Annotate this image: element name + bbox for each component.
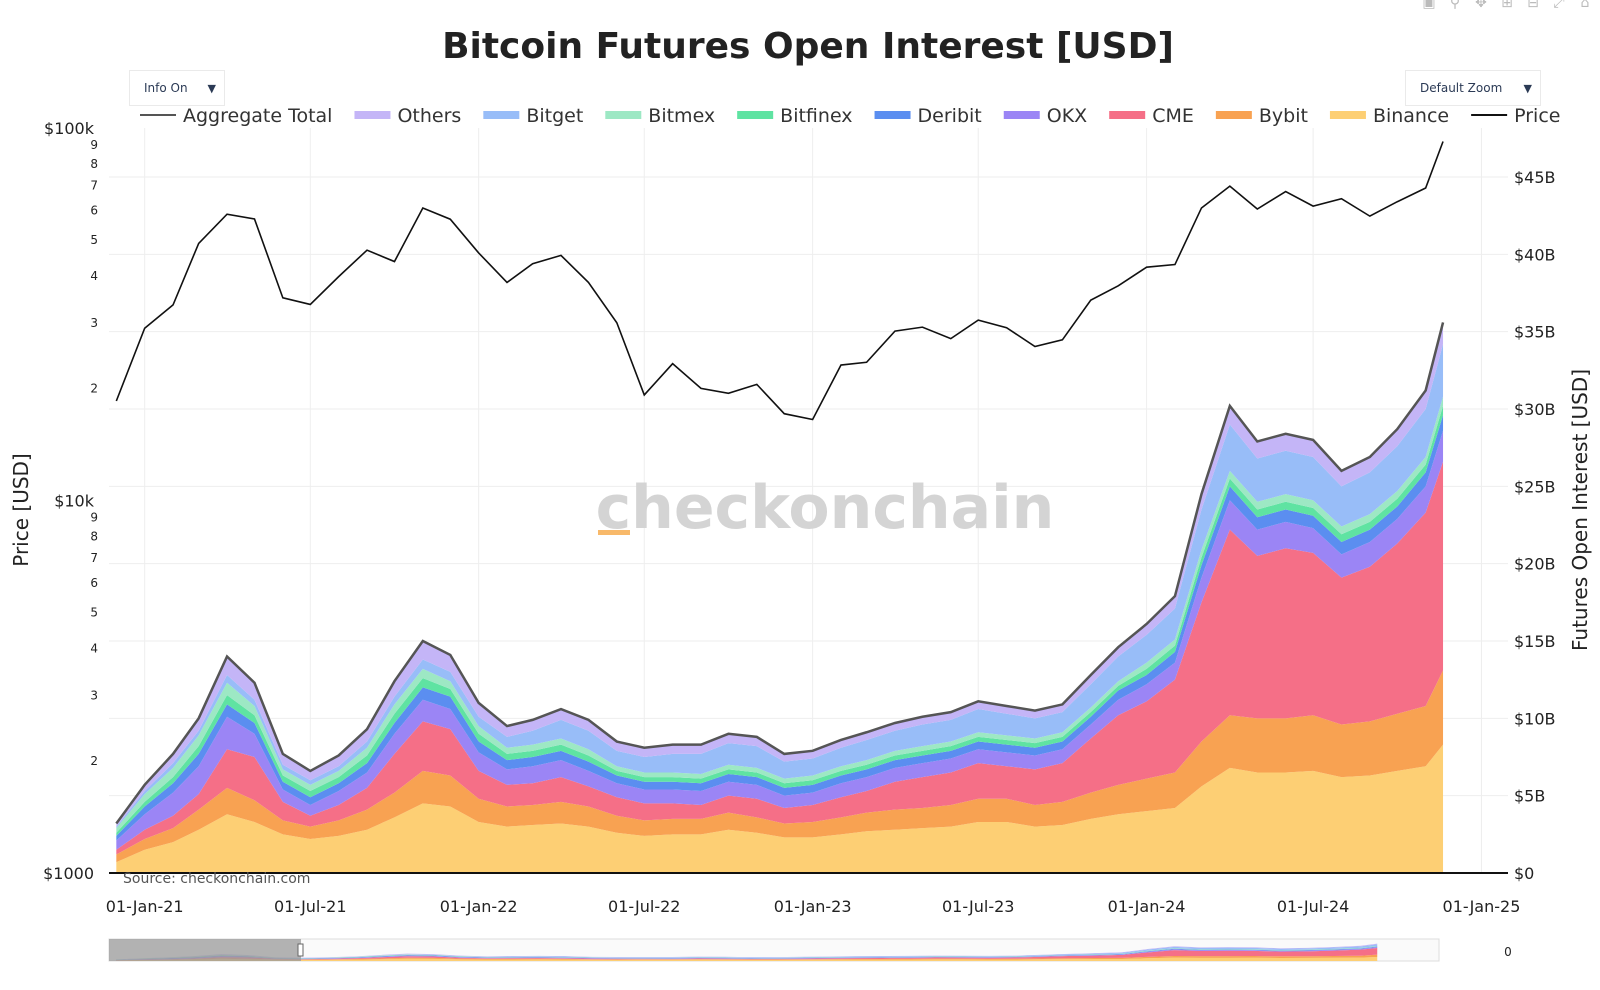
y-left-minor-tick-label: 5 — [90, 606, 98, 620]
y-right-label: Futures Open Interest [USD] — [1568, 369, 1592, 651]
legend-swatch — [1109, 111, 1146, 119]
legend-swatch — [1329, 111, 1366, 119]
y-right-tick-label: $10B — [1514, 709, 1556, 728]
caret-down-icon: ▼ — [1523, 81, 1532, 95]
stacked-areas — [116, 322, 1444, 873]
y-left-minor-tick-label: 4 — [90, 269, 98, 283]
area-cme — [116, 461, 1444, 855]
range-slider-area — [115, 956, 1378, 961]
y-left-minor-tick-label: 3 — [90, 688, 98, 702]
zoom-icon[interactable]: ⚲ — [1449, 0, 1461, 11]
y-right-tick-label: $30B — [1514, 400, 1556, 419]
x-tick-label: 01-Jul-21 — [274, 897, 346, 916]
watermark: checkonchain — [596, 473, 1055, 543]
x-tick-label: 01-Jan-22 — [440, 897, 518, 916]
legend-item: Bitfinex — [780, 105, 852, 127]
range-slider-mask — [109, 939, 301, 961]
legend-item: Binance — [1373, 105, 1449, 127]
range-slider[interactable]: 0 — [108, 938, 1512, 962]
y-left-tick-label: $100k — [44, 119, 95, 138]
range-slider-area — [115, 954, 1378, 961]
x-axis: 01-Jan-21 01-Jul-21 01-Jan-22 01-Jul-22 01-J… — [106, 897, 1521, 916]
source-note: Source: checkonchain.com — [123, 871, 310, 887]
x-tick-label: 01-Jan-23 — [774, 897, 852, 916]
legend-item: Bitmex — [648, 105, 715, 127]
legend-swatch — [1003, 111, 1040, 119]
y-right-tick-label: $5B — [1514, 787, 1545, 806]
y-left-minor-tick-label: 5 — [90, 233, 98, 247]
legend: Aggregate Total Others Bitget Bitmex Bitfine… — [140, 105, 1560, 127]
x-tick-label: 01-Jul-22 — [608, 897, 680, 916]
zoom-dropdown-label: Default Zoom — [1420, 81, 1503, 95]
home-icon[interactable]: ⌂ — [1580, 0, 1590, 11]
range-slider-area — [115, 947, 1378, 961]
modebar: ▣ ⚲ ✥ ⊞ ⊟ ⤢ ⌂ — [1420, 0, 1594, 10]
legend-swatch — [1215, 111, 1252, 119]
y-left-minor-tick-label: 7 — [90, 179, 98, 193]
y-axis-left: $1000 $10k $100k 2 3 4 5 6 7 8 9 2 3 4 5 6 7 8 9 — [43, 119, 98, 883]
y-right-tick-label: $0 — [1514, 864, 1534, 883]
chart-title: Bitcoin Futures Open Interest [USD] — [442, 26, 1174, 67]
info-dropdown[interactable]: Info On ▼ — [129, 70, 225, 106]
legend-item: Bybit — [1259, 105, 1308, 127]
legend-swatch — [354, 111, 391, 119]
y-axis-right: $0 $5B $10B $15B $20B $25B $30B $35B $40B $45B — [1514, 168, 1556, 883]
x-tick-label: 01-Jan-25 — [1443, 897, 1521, 916]
y-left-minor-tick-label: 2 — [90, 381, 98, 395]
watermark-underscore — [598, 530, 630, 535]
legend-item: CME — [1152, 105, 1194, 127]
range-slider-preview — [115, 943, 1378, 961]
x-tick-label: 01-Jul-23 — [942, 897, 1014, 916]
y-right-tick-label: $20B — [1514, 555, 1556, 574]
y-right-tick-label: $25B — [1514, 477, 1556, 496]
info-dropdown-label: Info On — [144, 81, 188, 95]
y-left-tick-label: $1000 — [43, 864, 94, 883]
x-tick-label: 01-Jan-21 — [106, 897, 184, 916]
legend-swatch — [874, 111, 911, 119]
zoom-dropdown[interactable]: Default Zoom ▼ — [1405, 70, 1541, 106]
legend-item: Price — [1514, 105, 1560, 127]
legend-item: Deribit — [918, 105, 982, 127]
y-left-minor-tick-label: 3 — [90, 316, 98, 330]
legend-item: OKX — [1047, 105, 1087, 127]
y-right-tick-label: $45B — [1514, 168, 1556, 187]
range-slider-label: 0 — [1504, 945, 1512, 959]
y-left-label: Price [USD] — [9, 453, 33, 567]
legend-item: Others — [397, 105, 461, 127]
legend-swatch — [605, 111, 642, 119]
y-left-minor-tick-label: 2 — [90, 754, 98, 768]
caret-down-icon: ▼ — [207, 81, 216, 95]
autoscale-icon[interactable]: ⤢ — [1553, 0, 1565, 11]
legend-item: Aggregate Total — [183, 105, 332, 127]
x-tick-label: 01-Jul-24 — [1277, 897, 1349, 916]
pan-icon[interactable]: ✥ — [1475, 0, 1487, 11]
y-left-minor-tick-label: 7 — [90, 551, 98, 565]
y-left-minor-tick-label: 6 — [90, 576, 98, 590]
x-tick-label: 01-Jan-24 — [1108, 897, 1186, 916]
y-right-tick-label: $35B — [1514, 323, 1556, 342]
y-left-minor-tick-label: 9 — [90, 138, 98, 152]
legend-item: Bitget — [526, 105, 583, 127]
camera-icon[interactable]: ▣ — [1422, 0, 1436, 11]
y-left-minor-tick-label: 4 — [90, 642, 98, 656]
y-left-minor-tick-label: 8 — [90, 530, 98, 544]
zoom-out-icon[interactable]: ⊟ — [1527, 0, 1539, 11]
area-binance — [116, 744, 1444, 873]
range-slider-handle[interactable] — [297, 943, 304, 957]
price-line — [115, 141, 1444, 421]
legend-swatch — [483, 111, 520, 119]
y-left-minor-tick-label: 6 — [90, 204, 98, 218]
y-left-tick-label: $10k — [54, 492, 95, 511]
zoom-in-icon[interactable]: ⊞ — [1501, 0, 1513, 11]
y-right-tick-label: $15B — [1514, 632, 1556, 651]
legend-swatch — [737, 111, 774, 119]
area-bybit — [116, 670, 1444, 863]
y-right-tick-label: $40B — [1514, 245, 1556, 264]
y-left-minor-tick-label: 8 — [90, 157, 98, 171]
aggregate-total-line — [115, 322, 1445, 825]
y-left-minor-tick-label: 9 — [90, 511, 98, 525]
